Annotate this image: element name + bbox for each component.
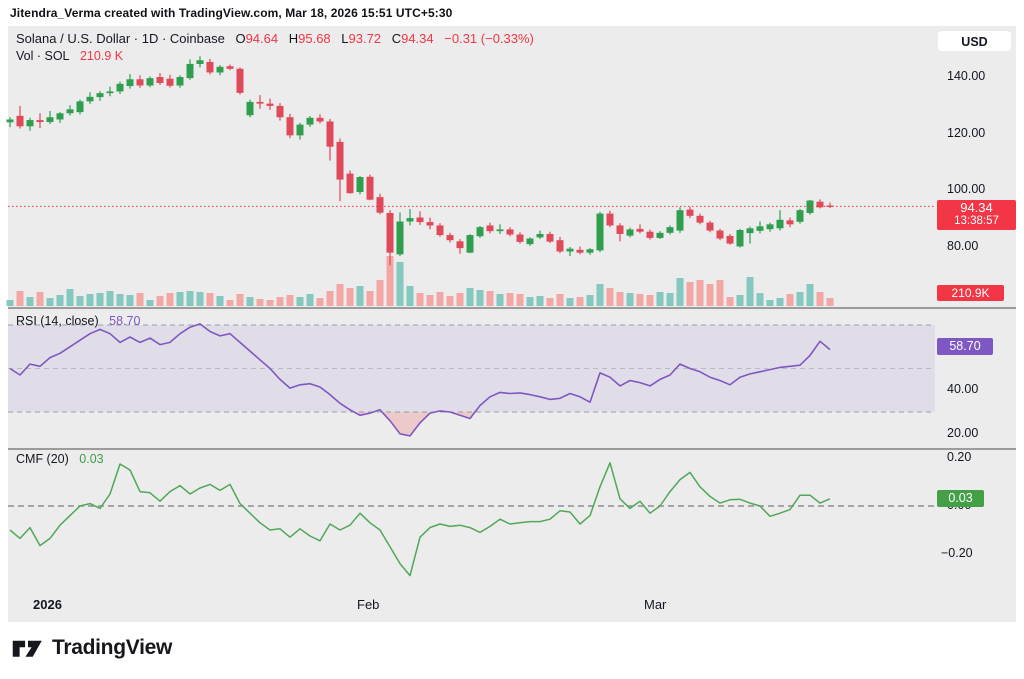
ohlc-open-value: 94.64 [245,31,279,46]
last-price-badge: 94.34 13:38:57 [937,200,1016,230]
ohlc-low-label: L [341,31,349,46]
price-axis-label: 100.00 [947,182,986,197]
tradingview-logo-text: TradingView [52,636,173,659]
rsi-legend-value: 58.70 [109,314,141,328]
time-axis-label: 2026 [33,597,62,612]
ohlc-close-value: 94.34 [401,31,434,46]
cmf-axis-label: −0.20 [941,546,973,560]
rsi-badge: 58.70 [937,338,993,355]
chart-area [8,26,1016,622]
ohlc-low-value: 93.72 [348,31,382,46]
cmf-legend-label: CMF (20) [16,452,69,466]
ohlc-open-label: O [235,31,246,46]
time-axis-label: Feb [357,597,380,612]
rsi-legend-label: RSI (14, close) [16,314,99,328]
ohlc-high-label: H [288,31,299,46]
symbol-legend: Solana / U.S. Dollar · 1D · Coinbase O94… [16,31,534,46]
rsi-axis-label: 40.00 [947,382,979,397]
volume-legend: Vol · SOL 210.9 K [16,49,123,63]
volume-badge: 210.9K [937,285,1004,301]
price-axis-label: 140.00 [947,69,986,83]
ohlc-high-value: 95.68 [298,31,331,46]
cmf-legend-value: 0.03 [79,452,104,466]
attribution-text: Jitendra_Verma created with TradingView.… [10,6,453,20]
rsi-legend: RSI (14, close) 58.70 [16,314,140,328]
time-axis-label: Mar [644,597,667,612]
price-axis-label: 80.00 [947,239,979,253]
tradingview-logo[interactable]: TradingView [12,636,172,660]
cmf-axis-label: 0.20 [947,450,972,464]
bar-countdown: 13:38:57 [954,215,999,227]
volume-legend-label: Vol · SOL [16,49,70,63]
cmf-legend: CMF (20) 0.03 [16,452,104,466]
tradingview-logo-icon [12,640,42,657]
price-axis-label: 120.00 [947,125,986,140]
last-price-value: 94.34 [960,200,993,215]
change-value: −0.31 (−0.33%) [444,31,534,46]
rsi-axis-label: 20.00 [947,425,979,440]
volume-legend-value: 210.9 K [79,49,124,63]
currency-usd-button[interactable]: USD [938,31,1011,51]
symbol-title: Solana / U.S. Dollar · 1D · Coinbase [16,31,225,46]
cmf-badge: 0.03 [937,490,984,507]
panel-separator-cmf [8,448,1016,450]
ohlc-close-label: C [391,31,402,46]
panel-separator-rsi [8,307,1016,309]
